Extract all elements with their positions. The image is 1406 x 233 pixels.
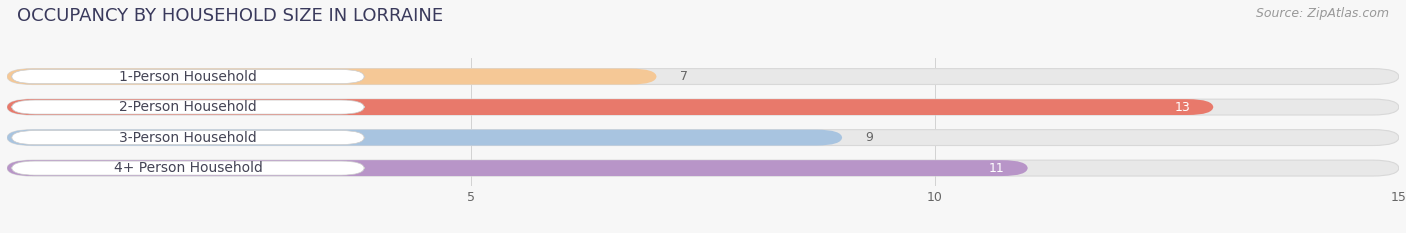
FancyBboxPatch shape bbox=[7, 69, 1399, 85]
FancyBboxPatch shape bbox=[7, 99, 1399, 115]
Text: 1-Person Household: 1-Person Household bbox=[120, 70, 257, 84]
FancyBboxPatch shape bbox=[11, 130, 364, 145]
FancyBboxPatch shape bbox=[7, 160, 1399, 176]
FancyBboxPatch shape bbox=[11, 100, 364, 114]
Text: 7: 7 bbox=[681, 70, 688, 83]
FancyBboxPatch shape bbox=[7, 99, 1213, 115]
FancyBboxPatch shape bbox=[11, 161, 364, 175]
Text: 3-Person Household: 3-Person Household bbox=[120, 130, 257, 145]
FancyBboxPatch shape bbox=[7, 130, 1399, 146]
Text: 13: 13 bbox=[1174, 101, 1191, 113]
Text: 11: 11 bbox=[988, 162, 1004, 175]
Text: Source: ZipAtlas.com: Source: ZipAtlas.com bbox=[1256, 7, 1389, 20]
FancyBboxPatch shape bbox=[11, 69, 364, 84]
Text: OCCUPANCY BY HOUSEHOLD SIZE IN LORRAINE: OCCUPANCY BY HOUSEHOLD SIZE IN LORRAINE bbox=[17, 7, 443, 25]
FancyBboxPatch shape bbox=[7, 69, 657, 85]
FancyBboxPatch shape bbox=[7, 130, 842, 146]
Text: 2-Person Household: 2-Person Household bbox=[120, 100, 257, 114]
FancyBboxPatch shape bbox=[7, 160, 1028, 176]
Text: 4+ Person Household: 4+ Person Household bbox=[114, 161, 263, 175]
Text: 9: 9 bbox=[866, 131, 873, 144]
